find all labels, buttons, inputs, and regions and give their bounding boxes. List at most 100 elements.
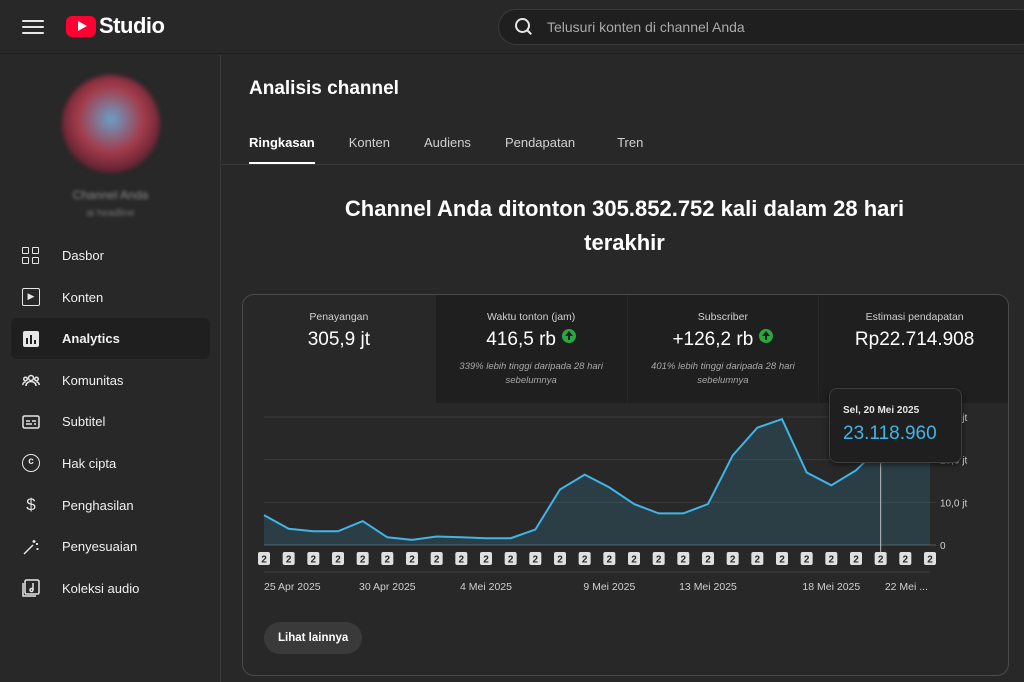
search-input[interactable] — [547, 19, 987, 35]
video-marker-label: 2 — [681, 555, 687, 566]
sidebar-item-earn[interactable]: $ Penghasilan — [11, 485, 210, 526]
tab-overview[interactable]: Ringkasan — [249, 133, 315, 165]
search-icon[interactable] — [515, 18, 533, 36]
tooltip-value: 23.118.960 — [843, 423, 937, 444]
sidebar-item-label: Hak cipta — [62, 455, 117, 471]
tab-revenue[interactable]: Pendapatan — [504, 135, 576, 150]
video-marker-label: 2 — [261, 555, 267, 566]
video-marker — [282, 552, 295, 565]
video-marker — [356, 552, 369, 565]
metric-value-row: +126,2 rb — [628, 329, 819, 351]
top-bar: Studio — [0, 0, 1024, 54]
video-marker — [751, 552, 764, 565]
overview-card: Penayangan 305,9 jt Waktu tonton (jam) 4… — [242, 294, 1009, 676]
video-marker — [874, 552, 887, 565]
video-marker — [677, 552, 690, 565]
tab-audience[interactable]: Audiens — [423, 135, 471, 150]
video-marker — [776, 552, 788, 565]
hamburger-menu-icon[interactable] — [22, 16, 44, 38]
video-marker — [628, 552, 640, 565]
see-more-button[interactable]: Lihat lainnya — [264, 622, 363, 654]
video-marker-label: 2 — [360, 555, 366, 566]
video-marker-label: 2 — [508, 555, 514, 566]
sidebar-item-label: Konten — [62, 289, 104, 305]
video-marker-label: 2 — [533, 555, 539, 566]
video-marker — [603, 552, 616, 565]
sidebar-item-community[interactable]: Komunitas — [11, 360, 210, 401]
sidebar-item-label: Koleksi audio — [62, 580, 140, 596]
metric-value-row: 416,5 rb — [436, 329, 627, 351]
logo-text: Studio — [99, 13, 165, 38]
views-chart[interactable]: 010,0 jt20,0 jt30,0 jt222222222222222222… — [243, 403, 1009, 613]
sidebar-item-label: Dasbor — [62, 248, 104, 263]
video-marker-label: 2 — [804, 555, 810, 566]
tab-content[interactable]: Konten — [348, 135, 390, 150]
sidebar-item-analytics[interactable]: Analytics — [11, 318, 210, 360]
sidebar-item-audio-library[interactable]: Koleksi audio — [11, 568, 210, 609]
video-marker — [455, 552, 468, 565]
video-marker — [899, 552, 912, 565]
audio-library-icon — [22, 579, 40, 597]
video-marker-label: 2 — [903, 555, 909, 566]
video-marker-label: 2 — [409, 555, 415, 566]
video-marker-label: 2 — [459, 555, 465, 566]
metric-estimated-revenue[interactable]: Estimasi pendapatan Rp22.714.908 — [818, 295, 1008, 403]
channel-name: Channel Anda — [72, 188, 149, 202]
video-marker-label: 2 — [779, 555, 785, 566]
x-tick-label: 13 Mei 2025 — [679, 581, 737, 593]
y-tick-label: 10,0 jt — [940, 498, 967, 509]
trend-up-icon — [759, 329, 774, 343]
search-bar[interactable] — [498, 9, 1024, 45]
video-marker — [825, 552, 838, 565]
metric-watch-time[interactable]: Waktu tonton (jam) 416,5 rb 339% lebih t… — [434, 295, 627, 403]
video-marker — [258, 552, 270, 565]
sidebar-nav: Dasbor ▶ Konten Analytics Komunitas Subt… — [11, 235, 210, 609]
earn-icon: $ — [26, 495, 36, 515]
video-marker-label: 2 — [755, 555, 761, 566]
metric-value: 305,9 jt — [307, 329, 371, 350]
video-marker-label: 2 — [853, 555, 859, 566]
video-marker — [529, 552, 542, 565]
video-marker-label: 2 — [607, 555, 613, 566]
metric-note: 339% lebih tinggi daripada 28 hari sebel… — [459, 361, 603, 386]
sidebar-item-label: Analytics — [62, 331, 120, 347]
series-line — [263, 417, 931, 541]
video-marker — [850, 552, 862, 565]
sidebar-item-subtitles[interactable]: Subtitel — [11, 401, 210, 442]
video-marker — [307, 552, 320, 565]
video-marker-label: 2 — [557, 555, 563, 566]
metric-value: +126,2 rb — [672, 329, 754, 350]
video-marker-label: 2 — [311, 555, 317, 566]
youtube-studio-logo[interactable]: Studio — [66, 13, 165, 39]
trend-up-icon — [561, 329, 576, 343]
video-marker-label: 2 — [927, 555, 933, 566]
metric-label: Penayangan — [309, 311, 369, 323]
metric-value: Rp22.714.908 — [854, 329, 975, 350]
video-marker — [554, 552, 566, 565]
tab-trends[interactable]: Tren — [617, 135, 644, 150]
sidebar-item-copyright[interactable]: c Hak cipta — [11, 443, 210, 484]
video-marker-label: 2 — [385, 555, 391, 566]
x-tick-label: 18 Mei 2025 — [802, 581, 860, 593]
sidebar-item-label: Subtitel — [62, 414, 106, 430]
video-marker-label: 2 — [878, 555, 884, 566]
metric-subscribers[interactable]: Subscriber +126,2 rb 401% lebih tinggi d… — [626, 295, 819, 403]
video-marker — [702, 552, 714, 565]
video-marker — [381, 552, 394, 565]
dashboard-icon — [22, 246, 40, 265]
metric-label: Estimasi pendapatan — [865, 311, 964, 323]
metric-views[interactable]: Penayangan 305,9 jt — [243, 295, 435, 403]
metric-value: 416,5 rb — [486, 329, 556, 350]
sidebar-item-label: Komunitas — [62, 372, 124, 388]
tooltip-date: Sel, 20 Mei 2025 — [843, 405, 920, 416]
channel-handle: ai headline — [86, 208, 135, 219]
video-marker — [430, 552, 443, 565]
sidebar-item-customization[interactable]: Penyesuaian — [11, 526, 210, 567]
video-marker-label: 2 — [582, 555, 588, 566]
video-marker-label: 2 — [705, 555, 711, 566]
sidebar-item-dashboard[interactable]: Dasbor — [11, 235, 210, 276]
video-marker — [800, 552, 813, 565]
tabs-divider — [222, 164, 1024, 165]
sidebar-item-content[interactable]: ▶ Konten — [11, 277, 210, 318]
channel-avatar[interactable] — [62, 75, 160, 173]
